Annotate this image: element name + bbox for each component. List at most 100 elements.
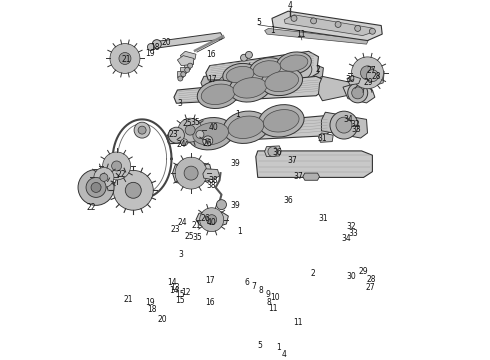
Circle shape — [112, 161, 122, 171]
Ellipse shape — [280, 55, 308, 71]
Text: 5: 5 — [257, 341, 262, 350]
Text: 4: 4 — [287, 1, 292, 10]
Ellipse shape — [201, 84, 235, 104]
Circle shape — [336, 117, 352, 133]
Polygon shape — [206, 51, 318, 80]
Text: 17: 17 — [205, 276, 215, 285]
Circle shape — [203, 136, 213, 146]
Circle shape — [260, 77, 264, 81]
Circle shape — [181, 139, 188, 146]
Circle shape — [119, 53, 131, 64]
Ellipse shape — [218, 71, 255, 96]
Text: 38: 38 — [209, 176, 219, 185]
Text: 38: 38 — [207, 181, 217, 190]
Circle shape — [369, 28, 375, 34]
Text: 1: 1 — [237, 228, 242, 237]
Circle shape — [330, 111, 358, 139]
Polygon shape — [272, 11, 382, 41]
Ellipse shape — [193, 122, 228, 145]
Circle shape — [178, 118, 202, 142]
Text: 22: 22 — [86, 203, 96, 212]
Polygon shape — [174, 76, 326, 103]
Polygon shape — [343, 83, 375, 103]
Polygon shape — [177, 56, 194, 66]
Ellipse shape — [223, 111, 269, 143]
Text: 37: 37 — [293, 172, 303, 181]
Text: 19: 19 — [145, 49, 155, 58]
Text: 24: 24 — [176, 140, 186, 149]
Circle shape — [361, 66, 374, 80]
Circle shape — [200, 208, 223, 231]
Polygon shape — [303, 173, 319, 180]
Circle shape — [185, 125, 195, 135]
Text: 39: 39 — [230, 159, 240, 168]
Circle shape — [110, 44, 140, 73]
Polygon shape — [177, 71, 183, 77]
Polygon shape — [167, 116, 334, 144]
Text: 1: 1 — [276, 343, 281, 352]
Ellipse shape — [228, 116, 264, 139]
Ellipse shape — [274, 59, 312, 84]
Ellipse shape — [226, 66, 254, 83]
Text: 7: 7 — [251, 282, 256, 291]
Ellipse shape — [253, 61, 281, 77]
Circle shape — [94, 167, 114, 187]
Ellipse shape — [261, 67, 302, 96]
Text: 27: 27 — [366, 283, 375, 292]
Text: 15: 15 — [175, 291, 185, 300]
Circle shape — [184, 166, 198, 180]
Text: 2: 2 — [310, 269, 315, 278]
Text: 40: 40 — [209, 123, 219, 132]
Polygon shape — [321, 112, 368, 138]
Circle shape — [348, 83, 368, 103]
Circle shape — [113, 170, 153, 210]
Circle shape — [245, 51, 252, 58]
Polygon shape — [256, 151, 372, 177]
Text: 6: 6 — [245, 278, 249, 287]
Circle shape — [178, 76, 183, 81]
Text: 35: 35 — [192, 233, 202, 242]
Polygon shape — [364, 66, 384, 86]
Polygon shape — [187, 58, 193, 64]
Polygon shape — [172, 162, 212, 185]
Circle shape — [175, 157, 207, 189]
Text: 32: 32 — [346, 222, 356, 231]
Text: 12: 12 — [181, 288, 191, 297]
Text: 30: 30 — [345, 76, 355, 85]
Circle shape — [352, 87, 364, 99]
Polygon shape — [180, 67, 186, 73]
Text: 10: 10 — [270, 293, 280, 302]
Text: 14: 14 — [168, 278, 177, 287]
Text: 21: 21 — [191, 221, 201, 230]
Text: 22: 22 — [117, 170, 126, 179]
Text: 4: 4 — [282, 350, 287, 359]
Text: 31: 31 — [318, 134, 327, 143]
Circle shape — [207, 215, 217, 225]
Text: 3: 3 — [178, 99, 183, 108]
Text: 40: 40 — [207, 218, 217, 227]
Text: 13: 13 — [171, 283, 180, 292]
Circle shape — [264, 81, 268, 85]
Text: 29: 29 — [364, 78, 373, 87]
Circle shape — [91, 183, 101, 192]
Circle shape — [125, 183, 141, 198]
Text: 9: 9 — [265, 290, 270, 299]
Circle shape — [78, 170, 114, 205]
Polygon shape — [284, 15, 372, 36]
Circle shape — [181, 72, 186, 77]
Text: 18: 18 — [147, 305, 157, 314]
Text: 37: 37 — [287, 157, 297, 166]
Circle shape — [217, 200, 226, 210]
Text: 16: 16 — [205, 298, 215, 307]
Text: 20: 20 — [158, 315, 168, 324]
Text: 2: 2 — [315, 65, 320, 74]
Text: 34: 34 — [343, 115, 353, 124]
Text: 26: 26 — [200, 215, 210, 224]
Text: 36: 36 — [283, 196, 293, 205]
Text: 35: 35 — [190, 118, 200, 127]
Polygon shape — [318, 133, 333, 142]
Circle shape — [138, 126, 146, 134]
Text: 3: 3 — [179, 249, 184, 258]
Text: 11: 11 — [296, 30, 306, 39]
Text: 33: 33 — [352, 125, 362, 134]
